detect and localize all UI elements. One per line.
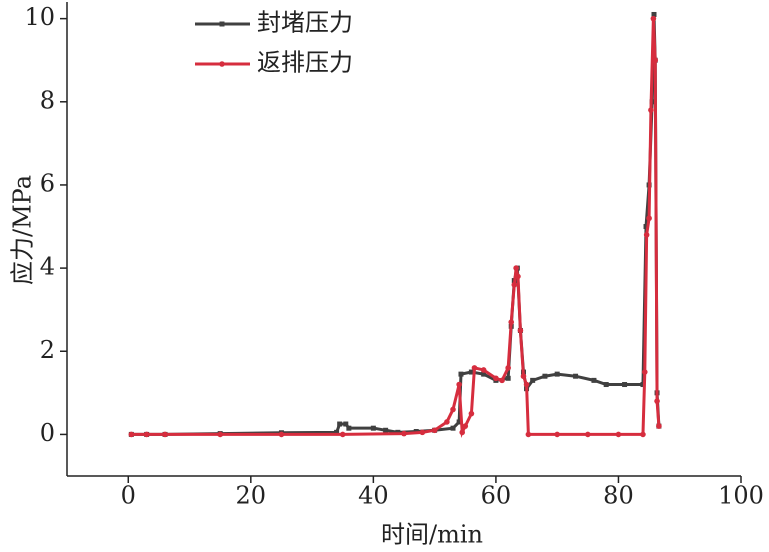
marker: [462, 423, 469, 429]
series-line: [131, 14, 661, 436]
y-tick-label: 10: [24, 3, 55, 31]
marker: [219, 61, 225, 67]
marker: [143, 431, 150, 438]
marker: [444, 419, 450, 425]
marker: [643, 232, 650, 238]
x-axis-label: 时间/min: [381, 521, 483, 549]
x-tick-label: 80: [603, 482, 634, 510]
marker: [525, 431, 532, 438]
y-tick-label: 6: [40, 169, 55, 197]
marker: [603, 382, 609, 388]
y-axis-label: 应力/MPa: [9, 175, 37, 285]
y-tick-label: 8: [40, 86, 55, 114]
marker: [346, 425, 352, 431]
marker: [370, 425, 376, 431]
x-tick-label: 40: [358, 482, 389, 510]
marker: [554, 431, 560, 438]
marker: [128, 431, 135, 438]
marker: [217, 431, 223, 438]
marker: [334, 429, 340, 435]
y-tick-label: 4: [40, 253, 55, 281]
marker: [642, 369, 648, 375]
marker: [648, 107, 654, 113]
marker: [622, 382, 628, 388]
marker: [401, 430, 407, 437]
marker: [278, 431, 285, 438]
marker: [591, 377, 597, 383]
marker: [652, 57, 659, 64]
marker: [508, 319, 515, 325]
marker: [554, 371, 560, 377]
marker: [542, 373, 548, 379]
y-tick-label: 2: [40, 336, 55, 364]
marker: [337, 421, 343, 427]
marker: [493, 375, 499, 382]
marker: [450, 425, 456, 431]
marker: [468, 410, 475, 417]
x-tick-label: 60: [481, 482, 512, 510]
marker: [656, 423, 662, 429]
series-line: [131, 18, 661, 439]
x-tick-label: 20: [236, 482, 267, 510]
marker: [471, 365, 478, 371]
marker: [530, 377, 536, 383]
marker: [481, 371, 487, 377]
marker: [513, 265, 519, 271]
marker: [480, 367, 487, 373]
x-tick-label: 0: [121, 482, 136, 510]
marker: [456, 381, 462, 388]
marker: [468, 369, 474, 375]
marker: [499, 377, 505, 384]
marker: [511, 281, 518, 288]
marker: [523, 381, 530, 388]
marker: [419, 429, 426, 436]
marker: [573, 373, 579, 379]
legend-label: 返排压力: [257, 49, 353, 77]
marker: [339, 431, 346, 438]
marker: [343, 421, 349, 427]
marker: [505, 375, 511, 381]
marker: [615, 431, 622, 438]
marker: [520, 373, 527, 380]
marker: [640, 431, 646, 438]
marker: [162, 431, 168, 438]
marker: [458, 371, 464, 377]
marker: [517, 327, 524, 334]
marker: [450, 406, 456, 413]
marker: [650, 15, 657, 22]
y-tick-label: 0: [40, 419, 55, 447]
marker: [646, 215, 652, 222]
legend-label: 封堵压力: [257, 9, 353, 37]
marker: [585, 431, 591, 438]
marker: [456, 419, 462, 425]
marker: [431, 427, 438, 434]
marker: [219, 21, 225, 27]
marker: [651, 11, 657, 17]
x-tick-label: 100: [718, 482, 764, 510]
marker: [459, 429, 466, 436]
marker: [505, 365, 511, 371]
marker: [383, 427, 389, 433]
marker: [515, 273, 521, 280]
marker: [654, 398, 660, 404]
marker: [643, 224, 649, 230]
